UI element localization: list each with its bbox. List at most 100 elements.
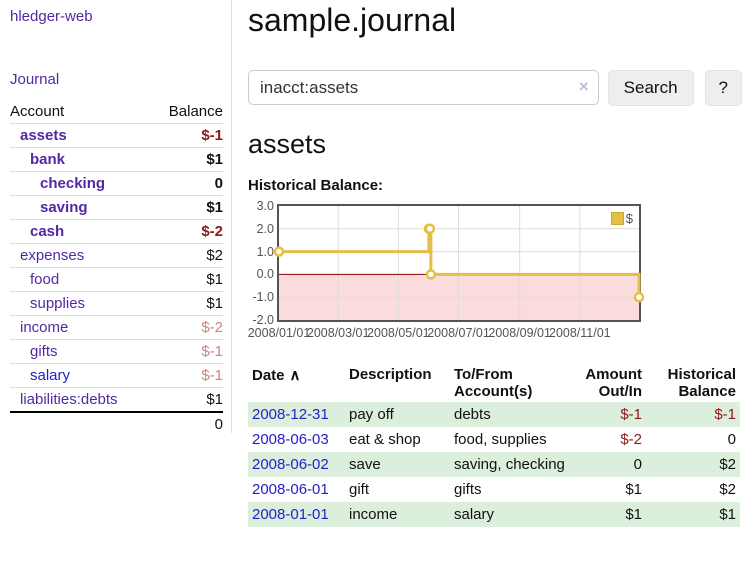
transaction-accounts: debts (454, 406, 491, 423)
search-box: × (248, 70, 599, 105)
transaction-amount: $-1 (620, 406, 642, 423)
account-row: supplies $1 (10, 291, 223, 316)
legend-swatch-icon (610, 212, 624, 225)
transaction-accounts: salary (454, 506, 495, 523)
account-row: income $-2 (10, 315, 223, 340)
account-link-supplies[interactable]: supplies (30, 295, 86, 312)
accounts-total-balance: 0 (214, 416, 223, 433)
accounts-header-account: Account (10, 103, 65, 120)
account-balance: $1 (206, 295, 223, 312)
account-link-cash[interactable]: cash (30, 223, 65, 240)
balance-chart-svg (273, 206, 645, 320)
register-header-amount: Amount Out/In (585, 366, 642, 400)
account-row: gifts $-1 (10, 339, 223, 364)
account-link-bank[interactable]: bank (30, 151, 66, 168)
transaction-description: gift (349, 481, 370, 498)
account-balance: 0 (214, 175, 223, 192)
account-balance: $1 (206, 391, 223, 408)
transaction-date-link[interactable]: 2008-06-03 (252, 431, 329, 448)
register-header-balance: Historical Balance (667, 366, 736, 400)
account-row: assets $-1 (10, 123, 223, 148)
transaction-balance: $1 (719, 506, 736, 523)
account-balance: $2 (206, 247, 223, 264)
journal-link[interactable]: Journal (10, 71, 60, 88)
transaction-date-link[interactable]: 2008-06-02 (252, 456, 329, 473)
x-axis-label: 2008/03/01 (306, 326, 370, 340)
transaction-row: 2008-06-01 gift gifts $1 $2 (248, 477, 740, 502)
register-header-date[interactable]: Date ∧ (252, 367, 301, 384)
transaction-row: 2008-06-02 save saving, checking 0 $2 (248, 452, 740, 477)
transaction-amount: 0 (633, 456, 642, 473)
transaction-accounts: saving, checking (454, 456, 565, 473)
x-axis-label: 2008/09/01 (488, 326, 551, 340)
account-balance: $-2 (201, 319, 223, 336)
y-axis-label: 0.0 (256, 267, 274, 282)
transaction-date-link[interactable]: 2008-06-01 (252, 481, 329, 498)
transaction-balance: $2 (719, 481, 736, 498)
account-balance: $-2 (201, 223, 223, 240)
sort-ascending-icon: ∧ (289, 367, 301, 384)
x-axis-label: 2008/07/01 (427, 326, 490, 340)
account-link-income[interactable]: income (20, 319, 69, 336)
main-content: sample.journal × Search ? assets Histori… (248, 0, 742, 527)
search-button[interactable]: Search (607, 70, 694, 106)
transaction-description: pay off (349, 406, 394, 423)
account-balance: $-1 (201, 127, 223, 144)
chart-title: Historical Balance: (248, 177, 384, 194)
chart-legend: $ (610, 211, 633, 226)
search-input[interactable] (248, 70, 599, 105)
y-axis-label: 1.0 (256, 244, 274, 259)
transaction-amount: $-2 (620, 431, 642, 448)
y-axis-label: -2.0 (252, 313, 274, 327)
transaction-balance: $2 (719, 456, 736, 473)
account-balance: $1 (206, 271, 223, 288)
transaction-description: income (349, 506, 398, 523)
register-table: Date ∧ Description To/From Account(s) Amo… (248, 364, 740, 527)
accounts-header-row: Account Balance (10, 100, 223, 124)
account-row: cash $-2 (10, 219, 223, 244)
transaction-balance: $-1 (714, 406, 736, 423)
y-axis-label: -1.0 (252, 290, 274, 305)
account-row: saving $1 (10, 195, 223, 220)
transaction-accounts: food, supplies (454, 431, 547, 448)
historical-balance-chart: $ 3.0 2.0 1.0 0.0 -1.0 -2.0 2008/01/01 2008/03/… (247, 199, 742, 346)
search-form: × Search ? (248, 70, 742, 106)
account-link-liabilities-debts[interactable]: liabilities:debts (20, 391, 118, 408)
sidebar: hledger-web Journal Account Balance asse… (0, 0, 232, 433)
register-header-row: Date ∧ Description To/From Account(s) Amo… (248, 364, 740, 402)
search-help-button[interactable]: ? (704, 70, 742, 106)
app-title-link[interactable]: hledger-web (10, 8, 93, 25)
register-header-accounts: To/From Account(s) (454, 366, 533, 400)
transaction-amount: $1 (625, 506, 642, 523)
x-axis-label: 2008/01/01 (247, 326, 311, 340)
clear-search-icon[interactable]: × (578, 77, 589, 96)
account-row: liabilities:debts $1 (10, 387, 223, 413)
legend-label: $ (625, 211, 633, 226)
transaction-amount: $1 (625, 481, 642, 498)
y-axis-label: 2.0 (256, 221, 274, 236)
transaction-date-link[interactable]: 2008-12-31 (252, 406, 329, 423)
accounts-total-row: 0 (10, 412, 223, 436)
account-link-salary[interactable]: salary (30, 367, 71, 384)
account-link-assets[interactable]: assets (20, 127, 67, 144)
account-link-checking[interactable]: checking (40, 175, 106, 192)
account-balance: $1 (206, 151, 223, 168)
transaction-accounts: gifts (454, 481, 482, 498)
account-link-gifts[interactable]: gifts (30, 343, 58, 360)
transaction-balance: 0 (727, 431, 736, 448)
account-row: salary $-1 (10, 363, 223, 388)
account-link-saving[interactable]: saving (40, 199, 88, 216)
x-axis-label: 2008/05/01 (367, 326, 430, 340)
transaction-row: 2008-01-01 income salary $1 $1 (248, 502, 740, 527)
account-balance: $1 (206, 199, 223, 216)
accounts-table: Account Balance assets $-1 bank $1 check… (10, 100, 223, 436)
transaction-date-link[interactable]: 2008-01-01 (252, 506, 329, 523)
register-header-description: Description (349, 366, 432, 383)
transaction-row: 2008-12-31 pay off debts $-1 $-1 (248, 402, 740, 427)
account-balance: $-1 (201, 343, 223, 360)
account-link-expenses[interactable]: expenses (20, 247, 85, 264)
account-link-food[interactable]: food (30, 271, 60, 288)
account-balance: $-1 (201, 367, 223, 384)
page-title: sample.journal (248, 2, 457, 38)
